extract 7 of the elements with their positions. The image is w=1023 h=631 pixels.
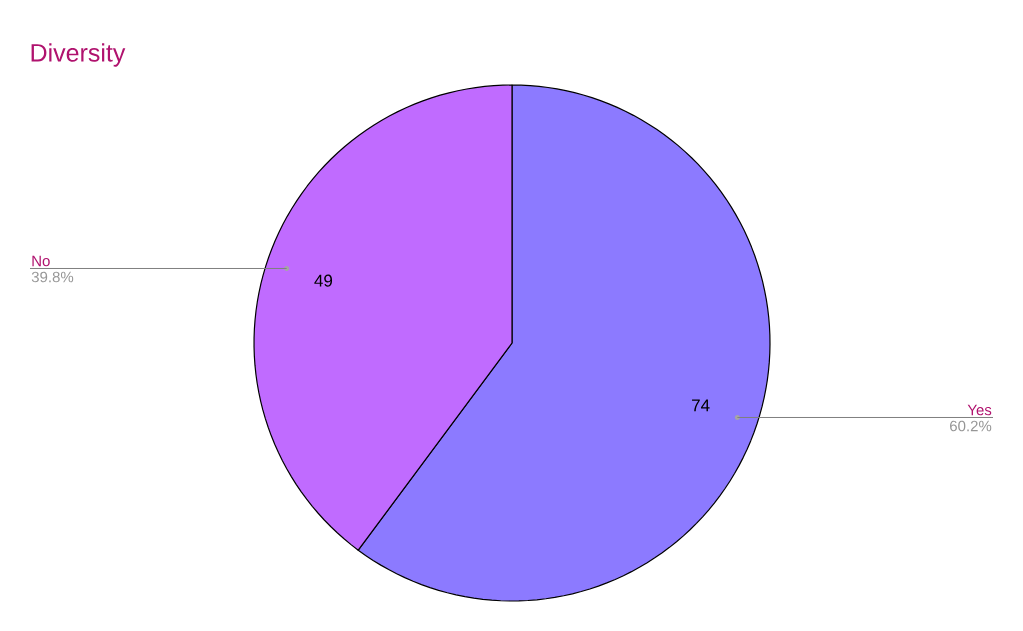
chart-title: Diversity — [31, 43, 126, 67]
data-label: 49 — [314, 274, 333, 287]
slice-label: Yes — [967, 404, 992, 416]
slice-label: No — [32, 255, 50, 267]
text: 60.2% — [950, 420, 992, 432]
text: 39.8% — [31, 271, 74, 283]
data-label: 74 — [692, 399, 710, 412]
